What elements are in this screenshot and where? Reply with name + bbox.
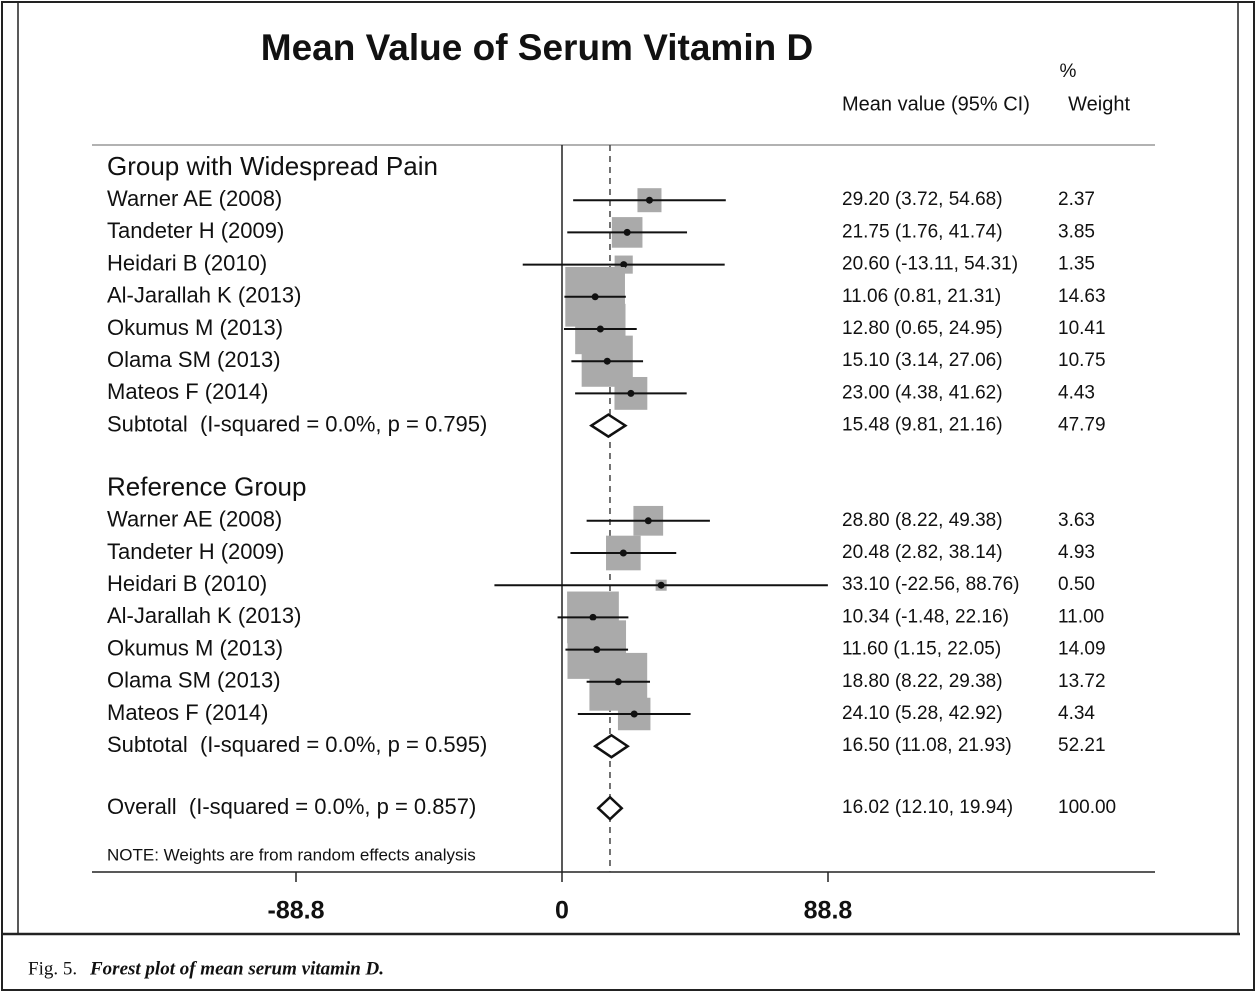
pooled-diamond	[592, 733, 630, 759]
weight-label: 11.00	[1058, 606, 1104, 627]
point-estimate	[603, 357, 611, 365]
weight-label: 47.79	[1058, 415, 1106, 436]
estimate-label: 20.60 (-13.11, 54.31)	[842, 254, 1018, 275]
point-estimate	[589, 613, 597, 621]
weight-label: 52.21	[1058, 735, 1106, 756]
x-tick-label: 88.8	[804, 897, 853, 925]
pooled-diamond	[596, 795, 624, 821]
estimate-label: 28.80 (8.22, 49.38)	[842, 510, 1003, 531]
row-label: Okumus M (2013)	[107, 315, 283, 340]
point-estimate	[614, 678, 622, 686]
point-estimate	[623, 228, 631, 236]
estimate-label: 16.50 (11.08, 21.93)	[842, 735, 1012, 756]
weight-label: 3.85	[1058, 221, 1095, 242]
estimate-label: 23.00 (4.38, 41.62)	[842, 382, 1003, 403]
point-estimate	[645, 196, 653, 204]
point-estimate	[596, 325, 604, 333]
chart-title: Mean Value of Serum Vitamin D	[261, 27, 813, 68]
caption-label: Fig. 5.	[28, 958, 77, 979]
estimate-label: 12.80 (0.65, 24.95)	[842, 318, 1003, 339]
row-label: Subtotal (I-squared = 0.0%, p = 0.595)	[107, 732, 487, 757]
row-label: Subtotal (I-squared = 0.0%, p = 0.795)	[107, 411, 487, 436]
row-label: Heidari B (2010)	[107, 571, 267, 596]
row-label: Tandeter H (2009)	[107, 539, 284, 564]
point-estimate	[593, 646, 601, 654]
weight-label: 13.72	[1058, 671, 1106, 692]
weight-label: 3.63	[1058, 510, 1095, 531]
row-label: Heidari B (2010)	[107, 250, 267, 275]
estimate-label: 15.10 (3.14, 27.06)	[842, 350, 1003, 371]
point-estimate	[630, 710, 638, 718]
row-label: Al-Jarallah K (2013)	[107, 603, 301, 628]
weight-label: 14.63	[1058, 286, 1106, 307]
weight-label: 0.50	[1058, 574, 1095, 595]
estimate-label: 10.34 (-1.48, 22.16)	[842, 606, 1009, 627]
row-label: Warner AE (2008)	[107, 507, 282, 532]
estimate-label: 21.75 (1.76, 41.74)	[842, 221, 1003, 242]
column-header: Mean value (95% CI)	[842, 93, 1030, 115]
estimate-label: 15.48 (9.81, 21.16)	[842, 415, 1003, 436]
x-tick-label: 0	[555, 897, 569, 925]
row-label: Olama SM (2013)	[107, 668, 281, 693]
weight-label: 4.93	[1058, 542, 1095, 563]
row-label: Olama SM (2013)	[107, 347, 281, 372]
point-estimate	[620, 261, 628, 269]
row-label: Mateos F (2014)	[107, 700, 268, 725]
weight-label: 14.09	[1058, 639, 1106, 660]
weight-label: 10.41	[1058, 318, 1106, 339]
row-label: Al-Jarallah K (2013)	[107, 283, 301, 308]
point-estimate	[591, 293, 599, 301]
x-tick-label: -88.8	[268, 897, 325, 925]
pooled-diamond	[589, 413, 628, 439]
point-estimate	[619, 549, 627, 557]
column-header: %	[1060, 61, 1077, 82]
point-estimate	[644, 517, 652, 525]
caption-text: Forest plot of mean serum vitamin D.	[89, 958, 384, 979]
estimate-label: 33.10 (-22.56, 88.76)	[842, 574, 1019, 595]
note: NOTE: Weights are from random effects an…	[107, 845, 476, 864]
row-label: Tandeter H (2009)	[107, 218, 284, 243]
row-label: Okumus M (2013)	[107, 635, 283, 660]
point-estimate	[627, 389, 635, 397]
estimate-label: 24.10 (5.28, 42.92)	[842, 703, 1003, 724]
weight-label: 4.34	[1058, 703, 1095, 724]
estimate-label: 11.06 (0.81, 21.31)	[842, 286, 1001, 307]
row-label: Mateos F (2014)	[107, 379, 268, 404]
column-header: Weight	[1068, 93, 1130, 115]
weight-label: 2.37	[1058, 189, 1095, 210]
row-label: Warner AE (2008)	[107, 186, 282, 211]
weight-label: 4.43	[1058, 382, 1095, 403]
estimate-label: 18.80 (8.22, 29.38)	[842, 671, 1003, 692]
weight-label: 10.75	[1058, 350, 1106, 371]
estimate-label: 20.48 (2.82, 38.14)	[842, 542, 1003, 563]
point-estimate	[657, 581, 665, 589]
weight-label: 100.00	[1058, 797, 1116, 818]
estimate-label: 29.20 (3.72, 54.68)	[842, 189, 1003, 210]
estimate-label: 16.02 (12.10, 19.94)	[842, 797, 1013, 818]
estimate-label: 11.60 (1.15, 22.05)	[842, 639, 1001, 660]
group-heading: Group with Widespread Pain	[107, 151, 438, 181]
weight-label: 1.35	[1058, 254, 1095, 275]
row-label: Overall (I-squared = 0.0%, p = 0.857)	[107, 794, 476, 819]
group-heading: Reference Group	[107, 471, 306, 501]
